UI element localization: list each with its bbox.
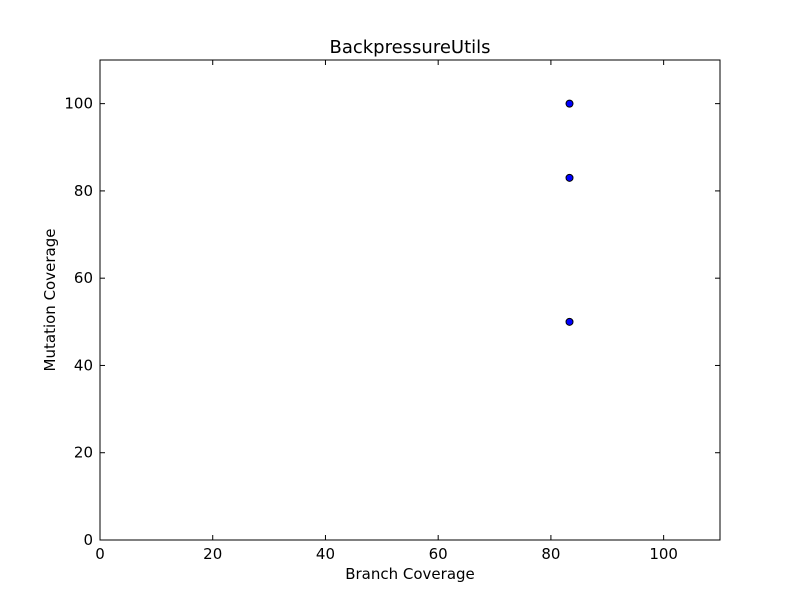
data-point [565,317,574,326]
tick-labels: 0 20 40 60 80 100 0 20 40 60 80 100 [64,95,678,563]
y-tick-label: 100 [64,95,93,113]
x-tick-label: 40 [316,545,335,563]
y-axis-label: Mutation Coverage [41,229,59,372]
x-axis-label: Branch Coverage [345,565,475,583]
x-tick-label: 20 [203,545,222,563]
x-tick-label: 0 [95,545,105,563]
y-tick-label: 60 [74,269,93,287]
data-point [565,99,574,108]
y-tick-label: 0 [83,531,93,549]
chart-title: BackpressureUtils [329,37,490,58]
y-tick-label: 40 [74,356,93,374]
y-tick-label: 80 [74,182,93,200]
data-points [565,99,574,326]
axis-ticks [99,60,720,541]
x-tick-label: 100 [649,545,678,563]
y-tick-label: 20 [74,444,93,462]
x-tick-label: 80 [541,545,560,563]
data-point [565,173,574,182]
x-tick-label: 60 [429,545,448,563]
plot-area-frame [99,59,721,541]
